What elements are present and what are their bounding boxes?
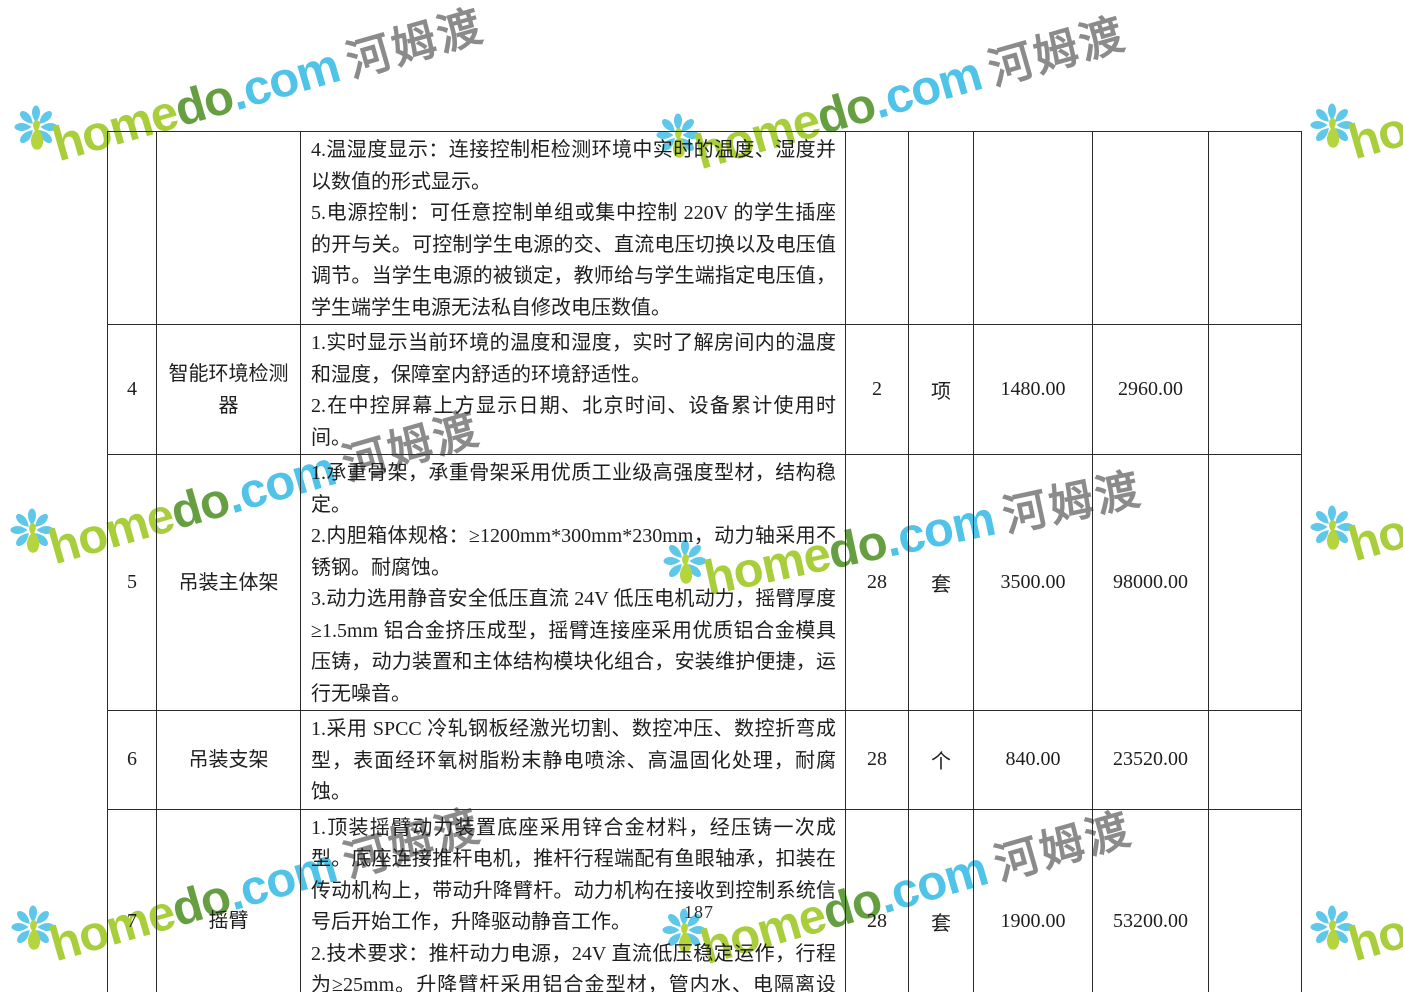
description-cell: 1.采用 SPCC 冷轧钢板经激光切割、数控冲压、数控折弯成型，表面经环氧树脂粉… [300,710,846,810]
serial-cell: 5 [107,454,157,711]
description-cell: 1.承重骨架，承重骨架采用优质工业级高强度型材，结构稳定。 2.内胆箱体规格：≥… [300,454,846,711]
homedo-watermark-text: homedo.com河姆渡 [1342,83,1403,171]
unit-price-cell [973,131,1093,325]
total-price-cell: 2960.00 [1092,324,1209,455]
table-row: 4 智能环境检测器 1.实时显示当前环境的温度和湿度，实时了解房间内的温度和湿度… [107,324,1302,455]
quantity-cell: 28 [845,808,909,992]
quantity-cell: 2 [845,324,909,455]
homedo-flower-icon [11,905,55,950]
total-price-cell [1092,131,1209,325]
homedo-watermark-text: homedo.com河姆渡 [1342,885,1403,973]
serial-cell: 7 [107,808,157,992]
description-cell: 1.顶装摇臂动力装置底座采用锌合金材料，经压铸一次成型。底座连接推杆电机，推杆行… [300,808,846,992]
watermark-do-text: do [168,69,240,138]
unit-cell [908,131,974,325]
desc-paragraph: 1.承重骨架，承重骨架采用优质工业级高强度型材，结构稳定。 [311,462,836,516]
homedo-flower-icon [14,105,58,150]
quantity-cell: 28 [845,710,909,810]
page-number: 187 [684,902,714,922]
unit-price-cell: 3500.00 [973,454,1093,711]
total-price-cell: 23520.00 [1092,710,1209,810]
description-cell: 4.温湿度显示：连接控制柜检测环境中实时的温度、湿度并以数值的形式显示。 5.电… [300,131,846,325]
homedo-flower-icon [1310,905,1354,950]
desc-paragraph: 5.电源控制：可任意控制单组或集中控制 220V 的学生插座的开与关。可控制学生… [311,202,836,319]
desc-paragraph: 4.温湿度显示：连接控制柜检测环境中实时的温度、湿度并以数值的形式显示。 [311,139,836,193]
homedo-flower-icon [1310,103,1354,148]
desc-paragraph: 1.顶装摇臂动力装置底座采用锌合金材料，经压铸一次成型。底座连接推杆电机，推杆行… [311,816,836,934]
homedo-watermark: homedo.com河姆渡 [1300,485,1403,655]
desc-paragraph: 1.实时显示当前环境的温度和湿度，实时了解房间内的温度和湿度，保障室内舒适的环境… [311,332,836,386]
total-price-cell: 53200.00 [1092,808,1209,992]
unit-price-cell: 1900.00 [973,808,1093,992]
name-cell: 吊装支架 [156,710,301,810]
quantity-cell [845,131,909,325]
remark-cell [1208,131,1302,325]
homedo-watermark-text: homedo.com河姆渡 [1342,485,1403,573]
homedo-watermark: homedo.com河姆渡 [1300,83,1403,253]
table-row: 7 摇臂 1.顶装摇臂动力装置底座采用锌合金材料，经压铸一次成型。底座连接推杆电… [107,808,1302,992]
unit-cell: 套 [908,808,974,992]
homedo-flower-icon [1310,505,1354,550]
equipment-spec-table: 4.温湿度显示：连接控制柜检测环境中实时的温度、湿度并以数值的形式显示。 5.电… [107,131,1302,992]
serial-cell: 4 [107,324,157,455]
remark-cell [1208,808,1302,992]
remark-cell [1208,454,1302,711]
homedo-flower-icon [10,508,54,553]
desc-paragraph: 1.采用 SPCC 冷轧钢板经激光切割、数控冲压、数控折弯成型，表面经环氧树脂粉… [311,718,836,803]
unit-price-cell: 840.00 [973,710,1093,810]
table-row: 4.温湿度显示：连接控制柜检测环境中实时的温度、湿度并以数值的形式显示。 5.电… [107,131,1302,325]
quantity-cell: 28 [845,454,909,711]
desc-paragraph: 2.在中控屏幕上方显示日期、北京时间、设备累计使用时间。 [311,395,836,449]
name-cell: 摇臂 [156,808,301,992]
desc-paragraph: 3.动力选用静音安全低压直流 24V 低压电机动力，摇臂厚度≥1.5mm 铝合金… [311,588,836,705]
serial-cell: 6 [107,710,157,810]
description-cell: 1.实时显示当前环境的温度和湿度，实时了解房间内的温度和湿度，保障室内舒适的环境… [300,324,846,455]
unit-price-cell: 1480.00 [973,324,1093,455]
watermark-cn-text: 河姆渡 [341,1,491,88]
total-price-cell: 98000.00 [1092,454,1209,711]
desc-paragraph: 2.内胆箱体规格：≥1200mm*300mm*230mm，动力轴采用不锈钢。耐腐… [311,525,836,579]
remark-cell [1208,324,1302,455]
unit-cell: 套 [908,454,974,711]
serial-cell [107,131,157,325]
desc-paragraph: 2.技术要求：推杆动力电源，24V 直流低压稳定运作，行程为≥25mm。升降臂杆… [311,942,836,992]
table-row: 6 吊装支架 1.采用 SPCC 冷轧钢板经激光切割、数控冲压、数控折弯成型，表… [107,710,1302,810]
name-cell [156,131,301,325]
homedo-watermark: homedo.com河姆渡 [1300,885,1403,992]
unit-cell: 个 [908,710,974,810]
watermark-com-text: .com [224,38,346,122]
name-cell: 智能环境检测器 [156,324,301,455]
name-cell: 吊装主体架 [156,454,301,711]
remark-cell [1208,710,1302,810]
table-row: 5 吊装主体架 1.承重骨架，承重骨架采用优质工业级高强度型材，结构稳定。 2.… [107,454,1302,711]
unit-cell: 项 [908,324,974,455]
